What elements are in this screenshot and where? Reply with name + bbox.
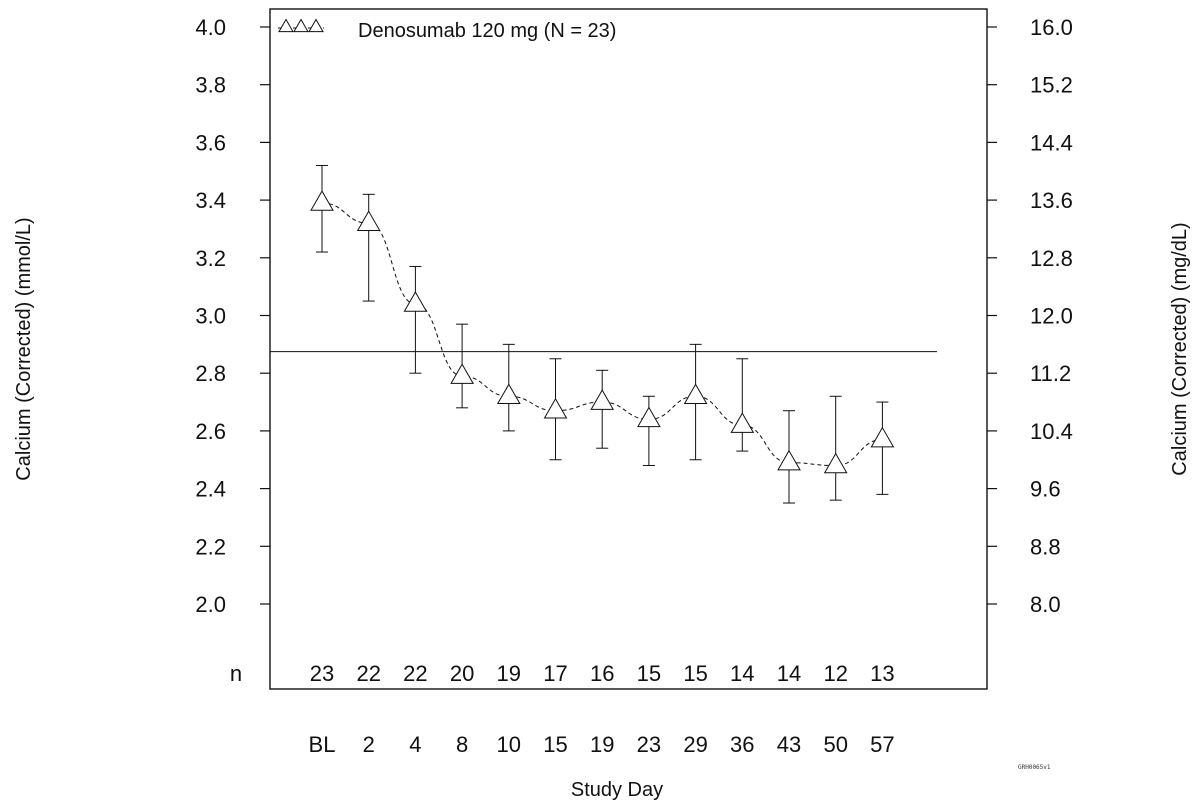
legend-triangle bbox=[293, 18, 309, 33]
right-tick-label: 9.6 bbox=[1030, 477, 1061, 502]
x-tick-label: 19 bbox=[590, 732, 614, 757]
data-point-triangle bbox=[730, 412, 755, 433]
data-point-triangle bbox=[870, 426, 895, 448]
x-tick-label: 43 bbox=[777, 732, 801, 757]
n-value: 23 bbox=[310, 661, 334, 686]
left-tick-label: 3.4 bbox=[195, 188, 226, 213]
x-tick-label: 2 bbox=[363, 732, 375, 757]
x-tick-label: 57 bbox=[870, 732, 894, 757]
data-point-triangle bbox=[777, 449, 801, 471]
right-tick-label: 16.0 bbox=[1030, 15, 1073, 40]
right-tick-label: 10.4 bbox=[1030, 419, 1073, 444]
right-tick-label: 15.2 bbox=[1030, 73, 1073, 98]
series-markers bbox=[310, 190, 895, 474]
left-tick-label: 3.8 bbox=[195, 73, 226, 98]
left-tick-label: 2.2 bbox=[195, 534, 226, 559]
left-tick-label: 2.4 bbox=[195, 477, 226, 502]
data-point-triangle bbox=[310, 190, 334, 211]
right-tick-label: 14.4 bbox=[1030, 130, 1073, 155]
n-value: 14 bbox=[777, 661, 801, 686]
right-tick-label: 12.8 bbox=[1030, 246, 1073, 271]
data-point-triangle bbox=[403, 291, 428, 312]
data-point-triangle bbox=[590, 389, 615, 410]
n-value: 15 bbox=[683, 661, 707, 686]
data-point-triangle bbox=[496, 383, 521, 405]
data-point-triangle bbox=[683, 383, 708, 405]
data-point-triangle bbox=[356, 210, 381, 231]
n-values-row: 23 22 22 20 19 17 16 15 15 14 14 12 13 bbox=[310, 661, 895, 686]
n-value: 19 bbox=[497, 661, 521, 686]
left-tick-label: 3.6 bbox=[195, 130, 226, 155]
left-axis-ticks: 2.0 2.2 2.4 2.6 2.8 3.0 3.2 3.4 3.6 3.8 4.0 bbox=[195, 15, 270, 617]
right-axis-ticks: 8.0 8.8 9.6 10.4 11.2 12.0 12.8 13.6 14.4 15.2 16.… bbox=[987, 15, 1073, 617]
x-tick-label: 29 bbox=[683, 732, 707, 757]
data-point-triangle bbox=[637, 406, 661, 428]
x-tick-label: 36 bbox=[730, 732, 754, 757]
left-tick-label: 3.0 bbox=[195, 304, 226, 329]
data-point-triangle bbox=[823, 452, 848, 474]
n-value: 12 bbox=[823, 661, 847, 686]
right-tick-label: 8.8 bbox=[1030, 534, 1061, 559]
x-axis-tick-labels: BL 2 4 8 10 15 19 23 29 36 43 50 57 bbox=[309, 732, 895, 757]
data-point-triangle bbox=[543, 397, 568, 419]
right-tick-label: 13.6 bbox=[1030, 188, 1073, 213]
x-tick-label: 50 bbox=[823, 732, 847, 757]
legend-triangle bbox=[308, 18, 324, 33]
n-value: 14 bbox=[730, 661, 754, 686]
right-tick-label: 12.0 bbox=[1030, 304, 1073, 329]
legend-symbol bbox=[278, 18, 324, 33]
n-label: n bbox=[230, 661, 242, 686]
n-value: 15 bbox=[637, 661, 661, 686]
left-tick-label: 2.0 bbox=[195, 592, 226, 617]
n-value: 16 bbox=[590, 661, 614, 686]
x-axis-title: Study Day bbox=[571, 779, 663, 801]
error-bars bbox=[316, 164, 889, 504]
x-tick-label: 4 bbox=[409, 732, 421, 757]
figure-code: GRH0065v1 bbox=[1018, 764, 1051, 771]
x-tick-label: BL bbox=[309, 732, 336, 757]
x-tick-label: 23 bbox=[637, 732, 661, 757]
plot-frame bbox=[269, 8, 988, 690]
left-tick-label: 4.0 bbox=[195, 15, 226, 40]
x-tick-label: 8 bbox=[456, 732, 468, 757]
left-axis-title: Calcium (Corrected) (mmol/L) bbox=[13, 217, 35, 480]
right-tick-label: 8.0 bbox=[1030, 592, 1061, 617]
left-tick-label: 2.6 bbox=[195, 419, 226, 444]
n-value: 22 bbox=[403, 661, 427, 686]
legend-label: Denosumab 120 mg (N = 23) bbox=[358, 20, 616, 42]
x-tick-label: 10 bbox=[497, 732, 521, 757]
n-value: 17 bbox=[543, 661, 567, 686]
n-value: 13 bbox=[870, 661, 894, 686]
right-axis-title: Calcium (Corrected) (mg/dL) bbox=[1169, 222, 1191, 475]
x-tick-label: 15 bbox=[543, 732, 567, 757]
data-point-triangle bbox=[450, 363, 474, 384]
left-tick-label: 3.2 bbox=[195, 246, 226, 271]
n-value: 20 bbox=[450, 661, 474, 686]
right-tick-label: 11.2 bbox=[1030, 361, 1071, 386]
left-tick-label: 2.8 bbox=[195, 361, 226, 386]
legend: Denosumab 120 mg (N = 23) bbox=[278, 18, 616, 42]
n-value: 22 bbox=[356, 661, 380, 686]
legend-triangle bbox=[278, 18, 294, 33]
